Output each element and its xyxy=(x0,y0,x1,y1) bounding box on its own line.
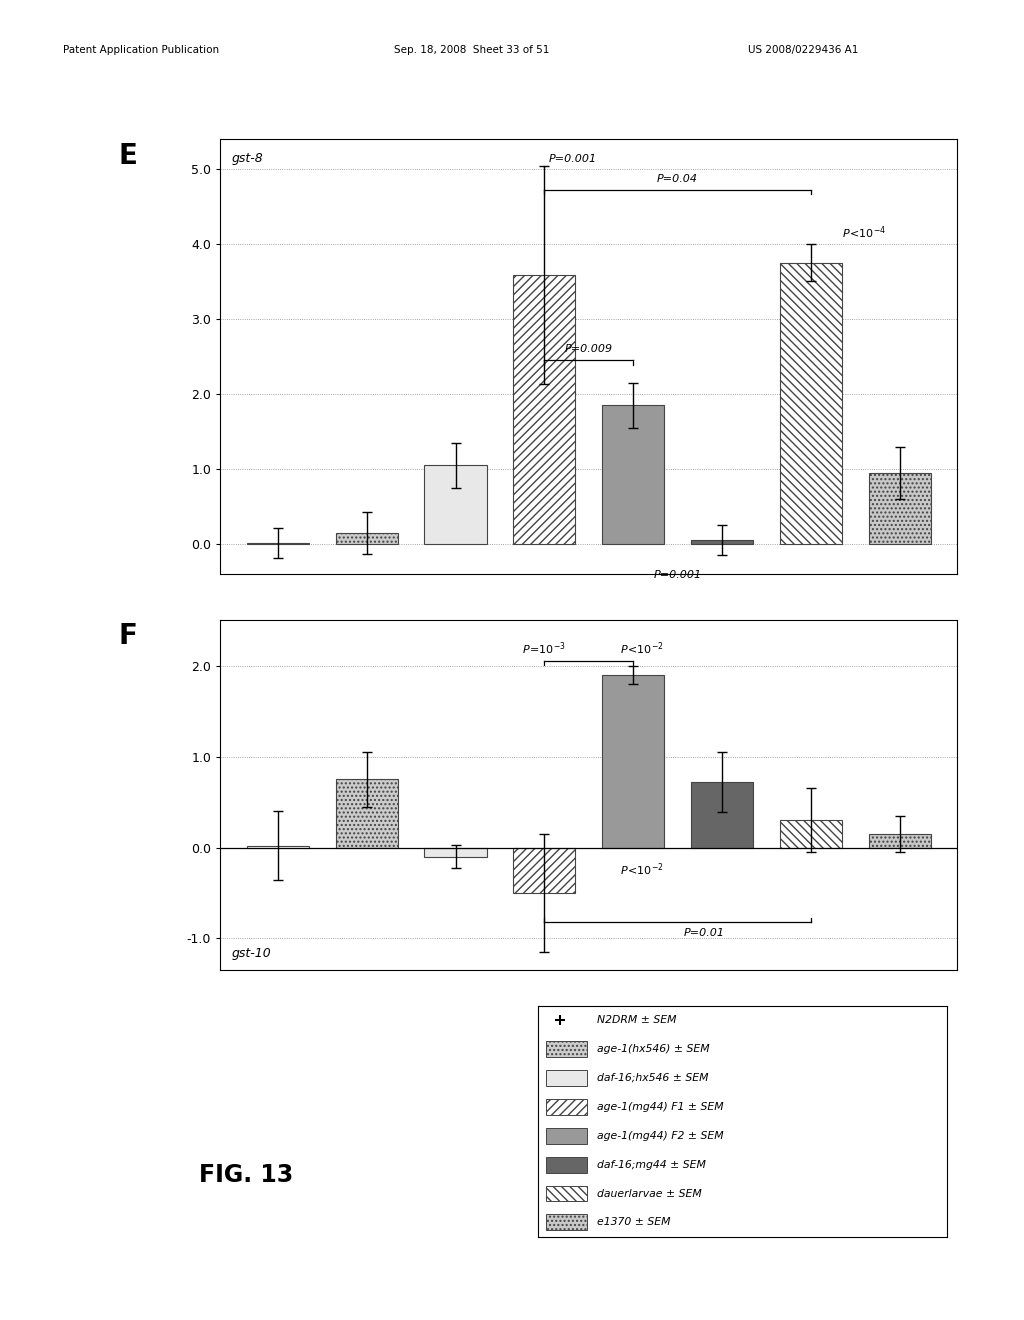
Text: P=0.01: P=0.01 xyxy=(684,928,725,939)
Text: dauerlarvae ± SEM: dauerlarvae ± SEM xyxy=(597,1188,701,1199)
Bar xyxy=(602,405,665,544)
Bar xyxy=(691,783,753,847)
Text: P=0.001: P=0.001 xyxy=(653,570,701,581)
Text: US 2008/0229436 A1: US 2008/0229436 A1 xyxy=(748,45,858,55)
Bar xyxy=(780,263,842,544)
Bar xyxy=(602,675,665,847)
Bar xyxy=(336,533,397,544)
Bar xyxy=(336,779,397,847)
Bar xyxy=(868,834,931,847)
Text: P=0.001: P=0.001 xyxy=(549,154,597,164)
Bar xyxy=(546,1071,587,1086)
Text: age-1(mg44) F2 ± SEM: age-1(mg44) F2 ± SEM xyxy=(597,1131,724,1140)
Bar xyxy=(546,1156,587,1172)
Text: Patent Application Publication: Patent Application Publication xyxy=(63,45,219,55)
Bar xyxy=(247,846,309,847)
Text: N2DRM ± SEM: N2DRM ± SEM xyxy=(597,1015,677,1026)
Text: F: F xyxy=(119,622,137,651)
Text: $P\!<\!10^{-2}$: $P\!<\!10^{-2}$ xyxy=(620,861,664,878)
Text: daf-16;hx546 ± SEM: daf-16;hx546 ± SEM xyxy=(597,1073,709,1082)
Text: gst-8: gst-8 xyxy=(231,152,263,165)
Bar xyxy=(546,1214,587,1230)
Bar xyxy=(546,1127,587,1143)
Bar xyxy=(546,1100,587,1115)
Text: gst-10: gst-10 xyxy=(231,946,271,960)
Bar xyxy=(546,1041,587,1057)
Bar xyxy=(247,543,309,544)
Bar xyxy=(780,820,842,847)
Text: $P\!=\!10^{-3}$: $P\!=\!10^{-3}$ xyxy=(522,640,566,657)
Bar xyxy=(425,465,486,544)
Bar xyxy=(546,1185,587,1201)
Bar xyxy=(868,473,931,544)
Text: age-1(mg44) F1 ± SEM: age-1(mg44) F1 ± SEM xyxy=(597,1102,724,1111)
Bar xyxy=(513,847,575,892)
Text: P=0.009: P=0.009 xyxy=(565,345,612,354)
Text: e1370 ± SEM: e1370 ± SEM xyxy=(597,1217,671,1228)
Bar xyxy=(425,847,486,857)
Text: P=0.04: P=0.04 xyxy=(657,174,698,185)
Text: $P\!<\!10^{-4}$: $P\!<\!10^{-4}$ xyxy=(842,224,886,240)
Bar xyxy=(513,276,575,544)
Text: age-1(hx546) ± SEM: age-1(hx546) ± SEM xyxy=(597,1044,710,1055)
Text: $P\!<\!10^{-2}$: $P\!<\!10^{-2}$ xyxy=(621,640,664,657)
Text: Sep. 18, 2008  Sheet 33 of 51: Sep. 18, 2008 Sheet 33 of 51 xyxy=(394,45,550,55)
Text: E: E xyxy=(119,141,137,170)
Bar xyxy=(691,540,753,544)
Text: FIG. 13: FIG. 13 xyxy=(199,1163,293,1187)
Text: daf-16;mg44 ± SEM: daf-16;mg44 ± SEM xyxy=(597,1160,706,1170)
